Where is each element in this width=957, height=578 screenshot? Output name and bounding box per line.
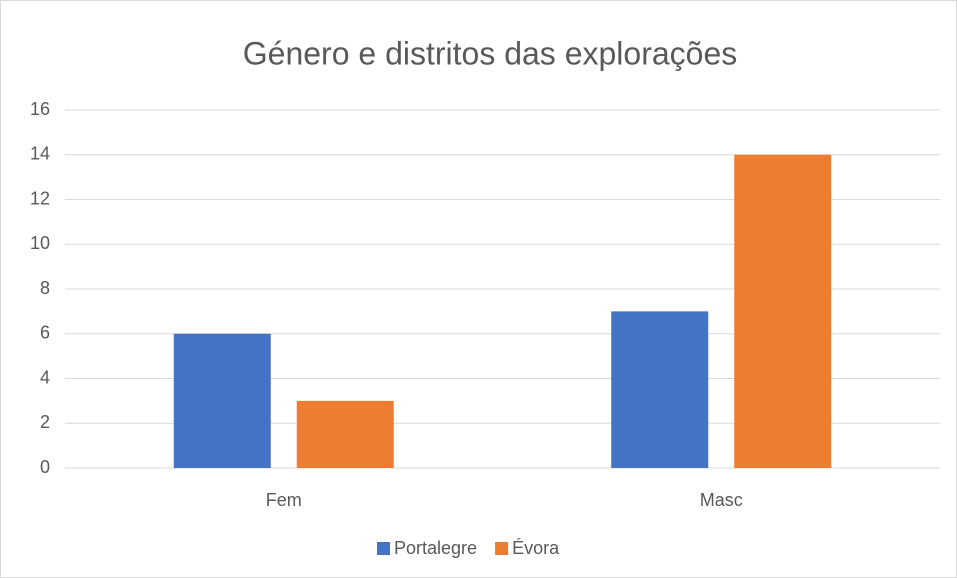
bar (296, 400, 394, 468)
bar (173, 333, 271, 468)
legend-swatch (495, 542, 509, 555)
bar (611, 311, 709, 468)
y-tick-label: 14 (30, 144, 50, 164)
chart-title: Género e distritos das explorações (243, 35, 737, 71)
legend-label: Portalegre (394, 538, 477, 558)
legend-label: Évora (512, 538, 560, 558)
y-tick-label: 16 (30, 99, 50, 119)
x-tick-label: Fem (266, 490, 302, 510)
y-tick-label: 8 (40, 278, 50, 298)
y-tick-label: 0 (40, 457, 50, 477)
legend-swatch (377, 542, 390, 555)
x-tick-label: Masc (700, 490, 743, 510)
y-tick-label: 2 (40, 412, 50, 432)
y-tick-label: 12 (30, 188, 50, 208)
y-tick-label: 4 (40, 367, 50, 387)
y-tick-label: 10 (30, 233, 50, 253)
bar (734, 154, 832, 468)
y-tick-label: 6 (40, 323, 50, 343)
